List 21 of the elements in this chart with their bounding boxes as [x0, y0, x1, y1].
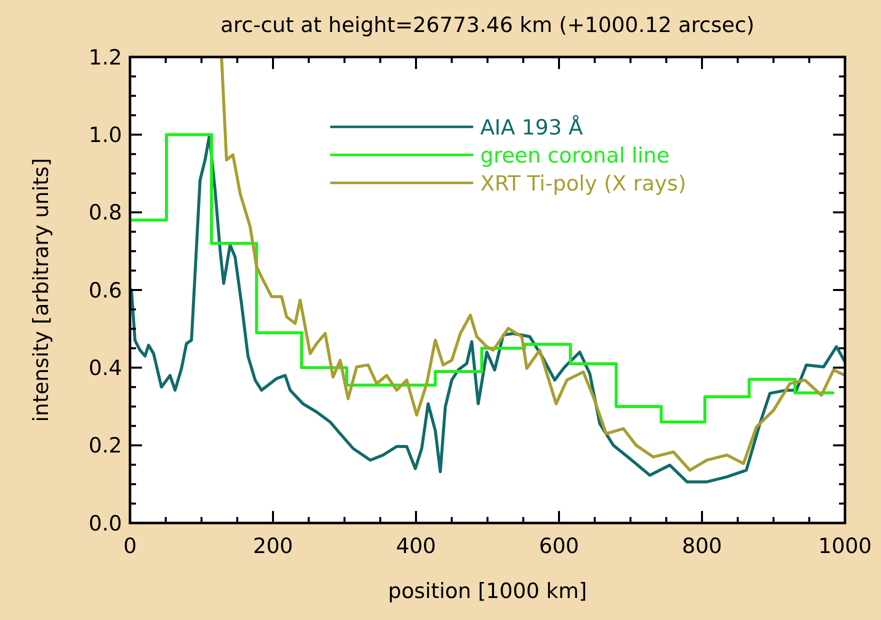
text: green coronal line [480, 143, 670, 168]
x-tick-label: 400 [396, 534, 436, 558]
x-tick-label: 1000 [818, 534, 872, 558]
y-tick-label: 0.8 [88, 200, 122, 225]
line-series [220, 57, 845, 472]
chart-title: arc-cut at height=26773.46 km (+1000.12 arcsec) [220, 13, 754, 37]
y-tick-label: 0.2 [88, 434, 122, 458]
line-series [130, 134, 845, 484]
y-tick-label: 0.4 [88, 356, 122, 380]
x-axis-title: position [1000 km] [388, 579, 587, 603]
y-tick-label: 0.0 [88, 511, 122, 536]
y-tick-label: 1.0 [88, 123, 122, 148]
x-tick-label: 200 [252, 534, 294, 558]
y-tick-label: 1.2 [88, 45, 122, 70]
y-axis-title: intensity [arbitrary units] [29, 158, 53, 422]
y-tick-label: 0.6 [88, 278, 122, 302]
x-tick-label: 800 [682, 534, 722, 558]
x-tick-label: 0 [123, 534, 137, 558]
x-tick-label: 600 [538, 534, 580, 558]
text: XRT Ti-poly (X rays) [480, 171, 686, 196]
text: AIA 193 Å [480, 114, 584, 140]
